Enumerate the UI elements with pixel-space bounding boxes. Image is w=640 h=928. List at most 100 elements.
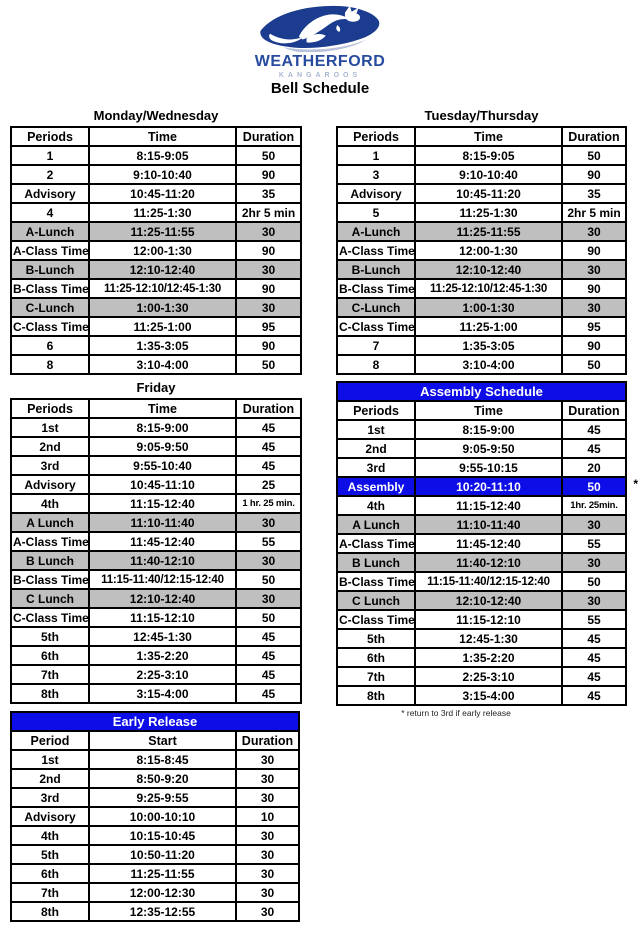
period-cell: 6th — [336, 647, 416, 668]
column-header: Time — [414, 400, 563, 421]
table-row: 3 9:10-10:40 90 — [336, 164, 627, 185]
period-cell: 6th — [10, 645, 90, 666]
table-row: 1st 8:15-9:00 45 — [336, 419, 627, 440]
time-cell: 12:00-1:30 — [414, 240, 563, 261]
table-row: 3rd 9:55-10:15 20 — [336, 457, 627, 478]
period-cell: B Lunch — [10, 550, 90, 571]
time-cell: 11:45-12:40 — [414, 533, 563, 554]
table-row: Advisory 10:45-11:20 35 — [336, 183, 627, 204]
time-cell: 11:25-1:00 — [88, 316, 237, 337]
table-row: 7th 2:25-3:10 45 — [10, 664, 302, 685]
table-row: Assembly 10:20-11:10 50 — [336, 476, 627, 497]
table-row: Advisory 10:45-11:10 25 — [10, 474, 302, 495]
duration-cell: 30 — [561, 590, 627, 611]
assembly-asterisk: * — [633, 477, 638, 491]
period-cell: C Lunch — [336, 590, 416, 611]
table-title-row: Assembly Schedule — [336, 381, 627, 402]
duration-cell: 50 — [235, 569, 302, 590]
time-cell: 12:10-12:40 — [88, 259, 237, 280]
table-container: Periods Time Duration 1 8:15-9:05 50 3 9:10-10:… — [336, 126, 627, 375]
duration-cell: 55 — [561, 609, 627, 630]
time-cell: 11:15-11:40/12:15-12:40 — [88, 569, 237, 590]
table-row: 7th 12:00-12:30 30 — [10, 882, 300, 903]
time-cell: 3:10-4:00 — [88, 354, 237, 375]
period-cell: C-Class Time — [336, 316, 416, 337]
duration-cell: 30 — [235, 787, 300, 808]
period-cell: 7th — [10, 882, 90, 903]
duration-cell: 45 — [561, 647, 627, 668]
duration-cell: 30 — [235, 259, 302, 280]
period-cell: 4th — [336, 495, 416, 516]
period-cell: Advisory — [10, 806, 90, 827]
time-cell: 8:15-8:45 — [88, 749, 237, 770]
period-cell: C-Lunch — [10, 297, 90, 318]
monday-wednesday-schedule: Monday/Wednesday Periods Time Duration 1 8:1… — [10, 107, 302, 375]
time-cell: 12:10-12:40 — [414, 259, 563, 280]
duration-cell: 45 — [561, 628, 627, 649]
duration-cell: 55 — [561, 533, 627, 554]
column-header: Duration — [235, 730, 300, 751]
column-header: Periods — [10, 398, 90, 419]
period-cell: Advisory — [10, 183, 90, 204]
period-cell: 3rd — [336, 457, 416, 478]
duration-cell: 10 — [235, 806, 300, 827]
period-cell: 6th — [10, 863, 90, 884]
brand-mascot-name: KANGAROOS — [278, 71, 362, 79]
brand-team-name: WEATHERFORD — [254, 53, 386, 70]
table-row: 6th 11:25-11:55 30 — [10, 863, 300, 884]
time-cell: 11:25-12:10/12:45-1:30 — [414, 278, 563, 299]
schedule-table: Periods Time Duration 1st 8:15-9:00 45 2nd 9:05… — [10, 398, 302, 704]
duration-cell: 90 — [235, 278, 302, 299]
time-cell: 12:10-12:40 — [88, 588, 237, 609]
period-cell: 4th — [10, 825, 90, 846]
period-cell: C-Class Time — [10, 316, 90, 337]
period-cell: 7 — [336, 335, 416, 356]
time-cell: 11:25-11:55 — [414, 221, 563, 242]
time-cell: 9:55-10:15 — [414, 457, 563, 478]
time-cell: 11:15-12:10 — [414, 609, 563, 630]
time-cell: 11:15-11:40/12:15-12:40 — [414, 571, 563, 592]
time-cell: 11:25-1:00 — [414, 316, 563, 337]
time-cell: 12:45-1:30 — [88, 626, 237, 647]
table-container: Early Release Period Start Duration 1st 8:15-… — [10, 711, 300, 922]
time-cell: 10:50-11:20 — [88, 844, 237, 865]
period-cell: C-Class Time — [336, 609, 416, 630]
period-cell: A Lunch — [10, 512, 90, 533]
time-cell: 11:45-12:40 — [88, 531, 237, 552]
duration-cell: 25 — [235, 474, 302, 495]
table-title: Tuesday/Thursday — [424, 108, 539, 123]
duration-cell: 30 — [235, 882, 300, 903]
table-row: A-Lunch 11:25-11:55 30 — [336, 221, 627, 242]
kangaroo-logo — [260, 5, 380, 52]
time-cell: 1:00-1:30 — [414, 297, 563, 318]
period-cell: A Lunch — [336, 514, 416, 535]
time-cell: 9:05-9:50 — [88, 436, 237, 457]
period-cell: Assembly — [336, 476, 416, 497]
table-title: Monday/Wednesday — [93, 108, 219, 123]
duration-cell: 50 — [561, 571, 627, 592]
table-row: 1st 8:15-8:45 30 — [10, 749, 300, 770]
period-cell: 1st — [10, 749, 90, 770]
period-cell: 1 — [336, 145, 416, 166]
column-header: Period — [10, 730, 90, 751]
table-row: 5th 10:50-11:20 30 — [10, 844, 300, 865]
table-row: 8th 12:35-12:55 30 — [10, 901, 300, 922]
table-row: 5th 12:45-1:30 45 — [10, 626, 302, 647]
table-container: Periods Time Duration 1st 8:15-9:00 45 2nd 9:05… — [10, 398, 302, 704]
duration-cell: 20 — [561, 457, 627, 478]
period-cell: A-Lunch — [10, 221, 90, 242]
duration-cell: 90 — [235, 164, 302, 185]
period-cell: A-Class Time — [10, 240, 90, 261]
duration-cell: 30 — [235, 512, 302, 533]
period-cell: 2nd — [10, 436, 90, 457]
duration-cell: 35 — [235, 183, 302, 204]
period-cell: 7th — [10, 664, 90, 685]
duration-cell: 30 — [235, 844, 300, 865]
duration-cell: 1hr. 25min. — [561, 495, 627, 516]
table-row: Advisory 10:00-10:10 10 — [10, 806, 300, 827]
period-cell: C Lunch — [10, 588, 90, 609]
time-cell: 11:15-12:10 — [88, 607, 237, 628]
period-cell: 7th — [336, 666, 416, 687]
duration-cell: 45 — [235, 626, 302, 647]
